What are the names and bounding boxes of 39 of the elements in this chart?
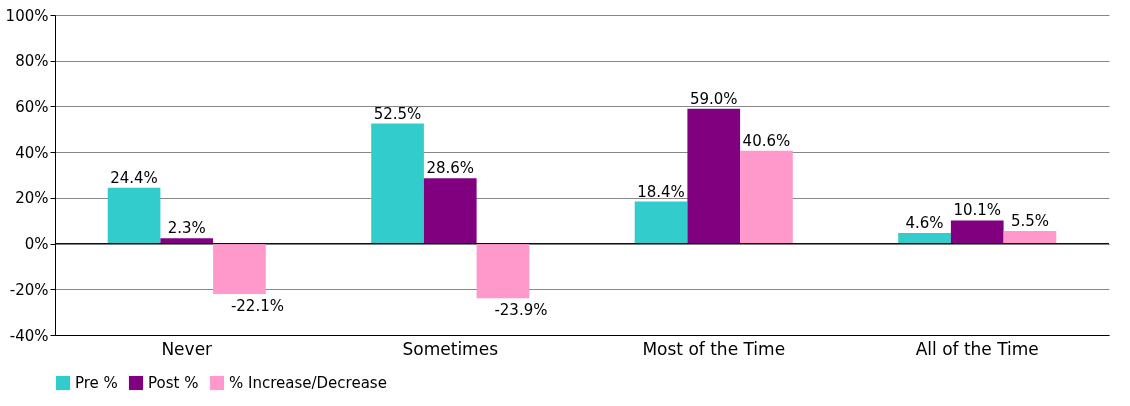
data-label: 59.0% <box>689 89 738 108</box>
data-label: -22.1% <box>230 297 284 316</box>
y-tick-label: 100% <box>5 6 49 25</box>
legend-label: Post % <box>148 374 199 392</box>
data-label: 40.6% <box>742 131 791 150</box>
y-tick-label: -20% <box>9 280 49 299</box>
bar <box>898 233 951 244</box>
y-tick-label: 60% <box>15 97 49 116</box>
x-tick-label: Sometimes <box>402 338 499 359</box>
bar <box>476 243 530 299</box>
bar <box>423 178 477 244</box>
bar <box>160 238 214 244</box>
y-tick-label: 80% <box>15 52 49 71</box>
data-label: 28.6% <box>426 159 475 178</box>
y-tick-label: 20% <box>15 189 49 208</box>
bar <box>740 150 793 244</box>
legend-label: % Increase/Decrease <box>229 374 387 392</box>
bar <box>107 187 161 244</box>
data-label: 18.4% <box>637 182 685 201</box>
data-label: 52.5% <box>373 104 422 123</box>
y-tick-label: 40% <box>15 143 49 162</box>
bar <box>1003 231 1057 244</box>
bar <box>950 220 1004 244</box>
bar <box>687 108 741 244</box>
x-tick-label: Never <box>161 338 213 359</box>
data-label: 4.6% <box>905 214 944 233</box>
x-tick-label: Most of the Time <box>642 338 786 359</box>
y-tick-label: 0% <box>24 235 49 254</box>
data-label: 10.1% <box>953 201 1002 220</box>
x-tick-label: All of the Time <box>915 338 1039 359</box>
bar <box>371 123 424 244</box>
data-label: 24.4% <box>110 168 158 187</box>
data-label: -23.9% <box>494 301 548 320</box>
bar <box>634 201 688 244</box>
y-tick-label: -40% <box>9 326 49 345</box>
data-label: 5.5% <box>1010 212 1049 230</box>
data-label: 2.3% <box>167 219 206 238</box>
legend-label: Pre % <box>75 374 118 392</box>
bar <box>213 243 266 295</box>
